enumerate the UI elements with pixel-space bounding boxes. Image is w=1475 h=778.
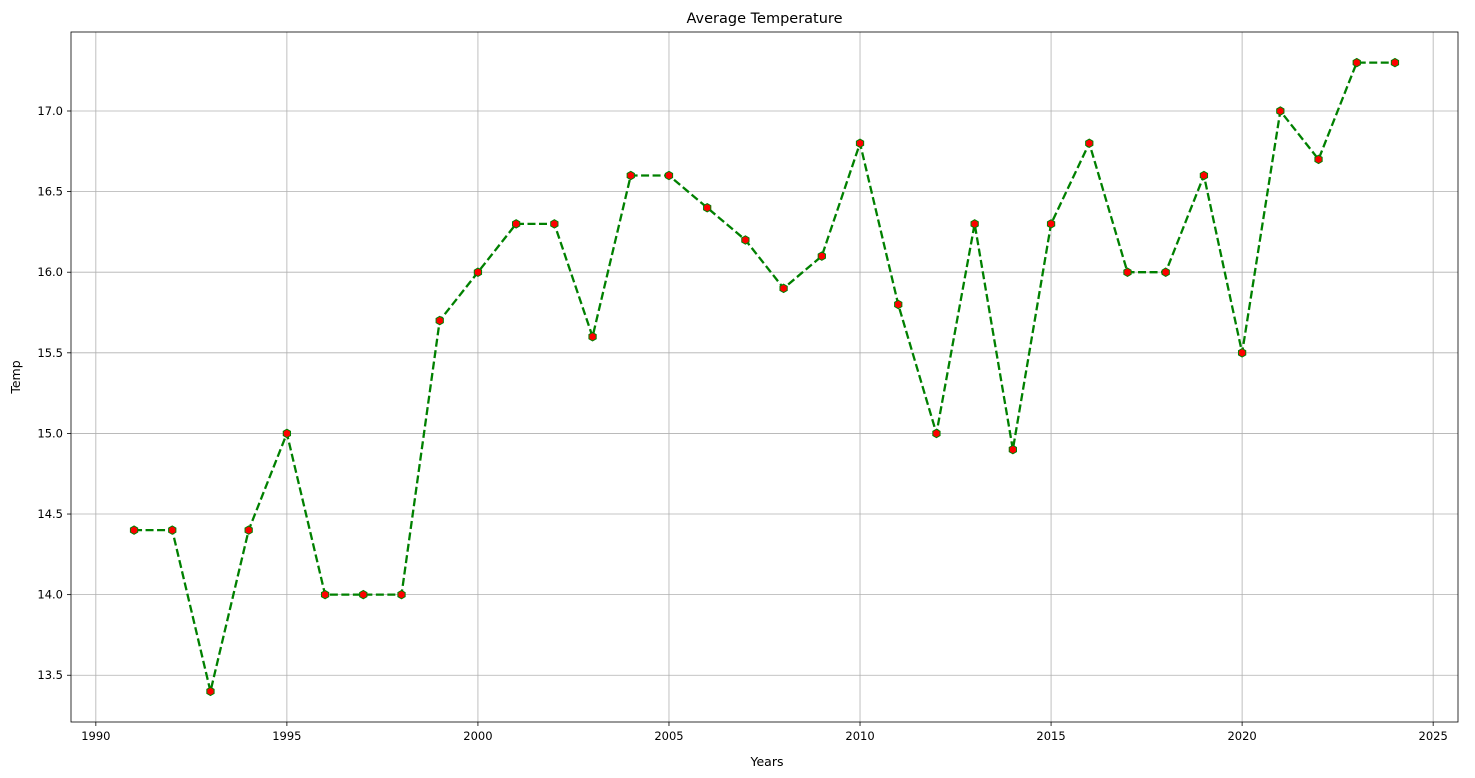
data-point-marker (779, 283, 788, 294)
x-tick-label: 2020 (1227, 729, 1256, 743)
data-point-marker (435, 315, 444, 326)
data-point-marker (894, 299, 903, 310)
data-point-marker (703, 202, 712, 213)
plot-frame (70, 31, 1459, 723)
data-point-marker (1085, 138, 1094, 149)
y-tick-label: 17.0 (37, 104, 63, 118)
x-axis-ticks: 1990 1995 2000 2005 2010 2015 2020 2025 (81, 722, 1448, 743)
data-point-marker (320, 589, 330, 600)
data-point-marker (588, 331, 597, 342)
data-point-marker (206, 686, 215, 697)
data-point-marker (741, 235, 750, 245)
data-point-marker (855, 138, 865, 149)
data-point-marker (1046, 219, 1056, 229)
data-markers (129, 57, 1400, 697)
data-point-marker (1123, 267, 1132, 277)
x-tick-label: 2025 (1419, 729, 1448, 743)
y-tick-label: 16.0 (37, 265, 63, 279)
data-point-marker (664, 170, 674, 181)
y-tick-label: 14.0 (37, 588, 63, 602)
data-point-marker (397, 589, 406, 600)
x-axis-label: Years (750, 754, 784, 769)
data-point-marker (1390, 57, 1400, 68)
x-tick-label: 1995 (272, 729, 301, 743)
y-tick-label: 15.0 (37, 426, 63, 440)
data-point-marker (970, 219, 979, 229)
x-tick-label: 2015 (1036, 729, 1065, 743)
x-tick-label: 2010 (845, 729, 874, 743)
y-tick-label: 13.5 (37, 668, 63, 682)
y-axis-label: Temp (8, 360, 23, 394)
x-tick-label: 1990 (81, 729, 110, 743)
y-tick-label: 14.5 (37, 507, 63, 521)
data-point-marker (1237, 348, 1247, 358)
x-tick-label: 2005 (654, 729, 683, 743)
data-point-marker (932, 428, 941, 439)
data-point-marker (244, 525, 253, 535)
y-axis-ticks: 13.5 14.0 14.5 15.0 15.5 16.0 16.5 17.0 (37, 104, 71, 682)
data-point-marker (1161, 267, 1170, 277)
grid (71, 32, 1458, 722)
data-point-marker (512, 219, 521, 229)
data-point-marker (129, 525, 139, 535)
series-line (134, 61, 1395, 693)
y-tick-label: 15.5 (37, 346, 63, 360)
data-point-marker (359, 589, 368, 600)
plot-background (71, 32, 1458, 722)
y-tick-label: 16.5 (37, 185, 63, 199)
data-point-marker (626, 170, 635, 181)
chart-title: Average Temperature (686, 11, 842, 27)
data-point-marker (550, 219, 559, 229)
series-line-path (134, 61, 1395, 693)
data-point-marker (1199, 170, 1209, 181)
x-tick-label: 2000 (463, 729, 492, 743)
data-point-marker (282, 428, 292, 439)
data-point-marker (1276, 106, 1285, 116)
data-point-marker (473, 267, 483, 277)
data-point-marker (1008, 444, 1017, 455)
data-point-marker (1314, 154, 1323, 165)
data-point-marker (1352, 57, 1361, 68)
data-point-marker (168, 525, 177, 535)
data-point-marker (817, 251, 826, 261)
